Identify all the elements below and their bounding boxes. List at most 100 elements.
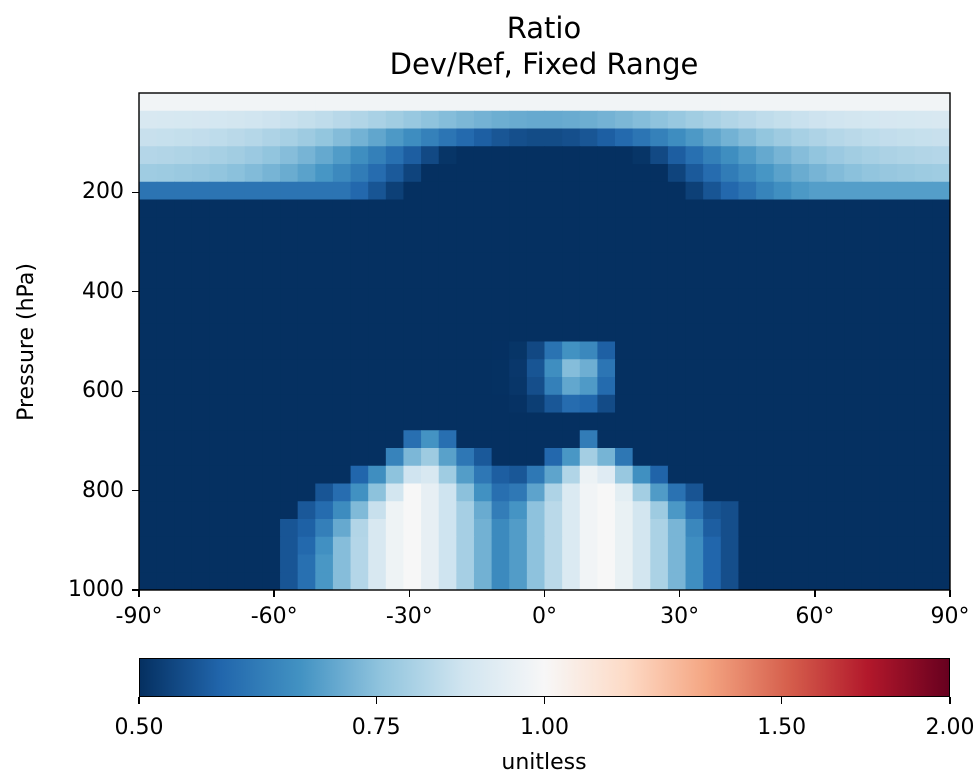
heatmap-cell [491, 536, 510, 556]
heatmap-cell [720, 181, 740, 201]
heatmap-cell [262, 519, 281, 538]
heatmap-cell [139, 519, 158, 538]
heatmap-cell [421, 412, 440, 431]
heatmap-cell [685, 110, 704, 130]
heatmap-cell [491, 93, 510, 112]
heatmap-cell [897, 235, 916, 254]
heatmap-cell [544, 270, 563, 289]
heatmap-cell [297, 306, 316, 325]
heatmap-cell [332, 306, 352, 325]
heatmap-cell [615, 146, 634, 165]
heatmap-cell [615, 306, 634, 325]
heatmap-cell [897, 323, 916, 343]
heatmap-cell [509, 252, 528, 272]
heatmap-cell [350, 501, 369, 520]
heatmap-cell [280, 164, 299, 183]
heatmap-cell [756, 323, 775, 343]
heatmap-cell [526, 519, 546, 538]
heatmap-cell [280, 306, 299, 325]
heatmap-cell [191, 483, 211, 502]
heatmap-cell [209, 572, 228, 590]
heatmap-cell [174, 235, 193, 254]
heatmap-cell [791, 536, 810, 556]
heatmap-cell [826, 536, 845, 556]
heatmap-cell [227, 306, 246, 325]
heatmap-cell [350, 572, 369, 590]
heatmap-cell [632, 235, 651, 254]
heatmap-cell [297, 270, 316, 289]
heatmap-cell [897, 519, 916, 538]
heatmap-cell [650, 430, 669, 449]
heatmap-cell [879, 341, 898, 360]
heatmap-cell [244, 306, 264, 325]
heatmap-cell [544, 377, 563, 396]
colorbar-tick-mark [543, 697, 546, 704]
heatmap-cell [209, 306, 228, 325]
heatmap-cell [597, 394, 616, 414]
heatmap-cell [350, 412, 369, 431]
heatmap-cell [174, 430, 193, 449]
heatmap-cell [562, 110, 581, 130]
heatmap-cell [509, 110, 528, 130]
heatmap-cell [332, 199, 352, 218]
heatmap-cell [720, 306, 740, 325]
heatmap-cell [685, 93, 704, 112]
heatmap-cell [703, 430, 722, 449]
heatmap-cell [615, 93, 634, 112]
heatmap-cell [756, 93, 775, 112]
heatmap-cell [914, 572, 933, 590]
heatmap-cell [703, 164, 722, 183]
heatmap-cell [191, 164, 211, 183]
heatmap-cell [897, 465, 916, 485]
heatmap-cell [244, 93, 264, 112]
heatmap-cell [773, 519, 792, 538]
heatmap-cell [209, 501, 228, 520]
heatmap-cell [139, 430, 158, 449]
heatmap-cell [544, 412, 563, 431]
heatmap-cell [861, 448, 881, 467]
heatmap-cell [491, 430, 510, 449]
heatmap-cell [297, 146, 316, 165]
heatmap-cell [332, 394, 352, 414]
heatmap-cell [456, 323, 475, 343]
heatmap-cell [932, 430, 950, 449]
heatmap-cell [509, 430, 528, 449]
heatmap-cell [509, 412, 528, 431]
heatmap-cell [473, 501, 493, 520]
heatmap-cell [861, 465, 881, 485]
heatmap-cell [174, 252, 193, 272]
heatmap-cell [685, 536, 704, 556]
heatmap-cell [703, 270, 722, 289]
heatmap-cell [191, 394, 211, 414]
heatmap-cell [368, 536, 387, 556]
heatmap-cell [738, 199, 757, 218]
heatmap-cell [615, 572, 634, 590]
heatmap-cell [615, 252, 634, 272]
heatmap-cell [597, 199, 616, 218]
heatmap-cell [844, 341, 863, 360]
heatmap-cell [473, 217, 493, 236]
heatmap-cell [826, 377, 845, 396]
heatmap-cell [650, 252, 669, 272]
heatmap-cell [861, 377, 881, 396]
heatmap-cell [139, 465, 158, 485]
heatmap-cell [667, 270, 687, 289]
heatmap-cell [808, 501, 828, 520]
heatmap-cell [227, 199, 246, 218]
heatmap-cell [456, 270, 475, 289]
heatmap-cell [562, 93, 581, 112]
heatmap-cell [791, 323, 810, 343]
heatmap-cell [579, 270, 598, 289]
heatmap-cell [191, 288, 211, 307]
heatmap-cell [297, 554, 316, 573]
heatmap-cell [509, 359, 528, 378]
heatmap-cell [332, 536, 352, 556]
heatmap-cell [350, 377, 369, 396]
heatmap-cell [209, 359, 228, 378]
heatmap-cell [650, 128, 669, 147]
heatmap-cell [139, 572, 158, 590]
heatmap-cell [756, 394, 775, 414]
heatmap-cell [526, 554, 546, 573]
heatmap-cell [491, 235, 510, 254]
heatmap-cell [139, 199, 158, 218]
